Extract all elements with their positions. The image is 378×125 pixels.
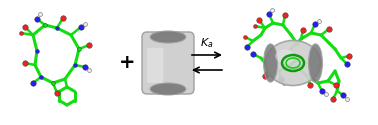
- Ellipse shape: [308, 44, 322, 82]
- FancyBboxPatch shape: [147, 48, 164, 83]
- Text: $K_a$: $K_a$: [200, 36, 214, 50]
- Ellipse shape: [263, 44, 277, 82]
- FancyBboxPatch shape: [142, 32, 194, 94]
- Ellipse shape: [275, 50, 294, 63]
- Ellipse shape: [150, 31, 186, 43]
- Text: +: +: [118, 53, 135, 72]
- Ellipse shape: [150, 83, 186, 95]
- Ellipse shape: [265, 40, 321, 86]
